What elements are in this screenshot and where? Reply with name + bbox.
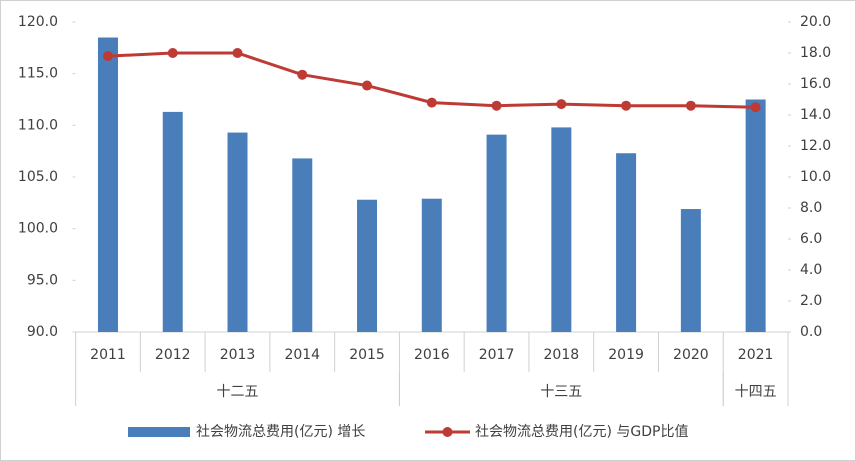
- x-tick-label: 2012: [155, 347, 191, 363]
- y2-tick-label: 14.0: [800, 107, 831, 123]
- y2-tick-label: 6.0: [800, 231, 822, 247]
- x-tick-label: 2020: [673, 347, 709, 363]
- y-tick-label: 115.0: [18, 66, 58, 82]
- x-tick-label: 2021: [738, 347, 774, 363]
- line-marker: [685, 100, 696, 111]
- line-marker: [362, 80, 373, 91]
- group-label: 十三五: [540, 384, 582, 400]
- y2-tick-label: 16.0: [800, 76, 831, 92]
- line-marker: [426, 97, 437, 108]
- bar: [486, 134, 507, 332]
- bar: [162, 111, 183, 333]
- legend-swatch: [442, 427, 453, 437]
- y2-tick-label: 18.0: [800, 45, 831, 61]
- line-marker: [167, 48, 178, 58]
- x-tick-label: 2018: [544, 347, 580, 363]
- line-marker: [491, 100, 502, 111]
- y-tick-label: 105.0: [18, 169, 58, 185]
- legend-label: 社会物流总费用(亿元) 与GDP比值: [475, 424, 688, 440]
- line-marker: [621, 100, 632, 111]
- x-tick-label: 2019: [608, 347, 644, 363]
- line-marker: [102, 51, 113, 62]
- bar: [292, 158, 313, 332]
- y-tick-label: 100.0: [18, 221, 58, 237]
- y-tick-label: 90.0: [27, 324, 58, 340]
- y2-tick-label: 20.0: [800, 14, 831, 30]
- y2-tick-label: 0.0: [800, 324, 822, 340]
- y-tick-label: 95.0: [27, 272, 58, 288]
- y-tick-label: 110.0: [18, 117, 58, 133]
- line-marker: [750, 102, 761, 113]
- group-label: 十四五: [735, 384, 777, 400]
- y2-tick-label: 12.0: [800, 138, 831, 154]
- x-tick-label: 2014: [284, 347, 320, 363]
- bar: [616, 153, 637, 332]
- x-tick-label: 2013: [220, 347, 256, 363]
- bar: [97, 37, 118, 332]
- y2-tick-label: 8.0: [800, 200, 822, 216]
- x-tick-label: 2011: [90, 347, 126, 363]
- bar: [227, 132, 248, 332]
- bar: [680, 209, 701, 332]
- x-tick-label: 2016: [414, 347, 450, 363]
- line-marker: [232, 48, 243, 58]
- y-tick-label: 120.0: [18, 14, 58, 30]
- legend-swatch: [128, 427, 190, 437]
- bar: [357, 199, 378, 332]
- bar: [551, 127, 572, 333]
- y2-tick-label: 4.0: [800, 262, 822, 278]
- y2-tick-label: 2.0: [800, 293, 822, 309]
- bar: [421, 198, 442, 332]
- line-marker: [556, 99, 567, 110]
- y2-tick-label: 10.0: [800, 169, 831, 185]
- group-label: 十二五: [217, 384, 259, 400]
- x-tick-label: 2017: [479, 347, 515, 363]
- legend-label: 社会物流总费用(亿元) 增长: [196, 424, 365, 440]
- line-marker: [297, 69, 308, 80]
- x-tick-label: 2015: [349, 347, 385, 363]
- bar: [745, 99, 766, 332]
